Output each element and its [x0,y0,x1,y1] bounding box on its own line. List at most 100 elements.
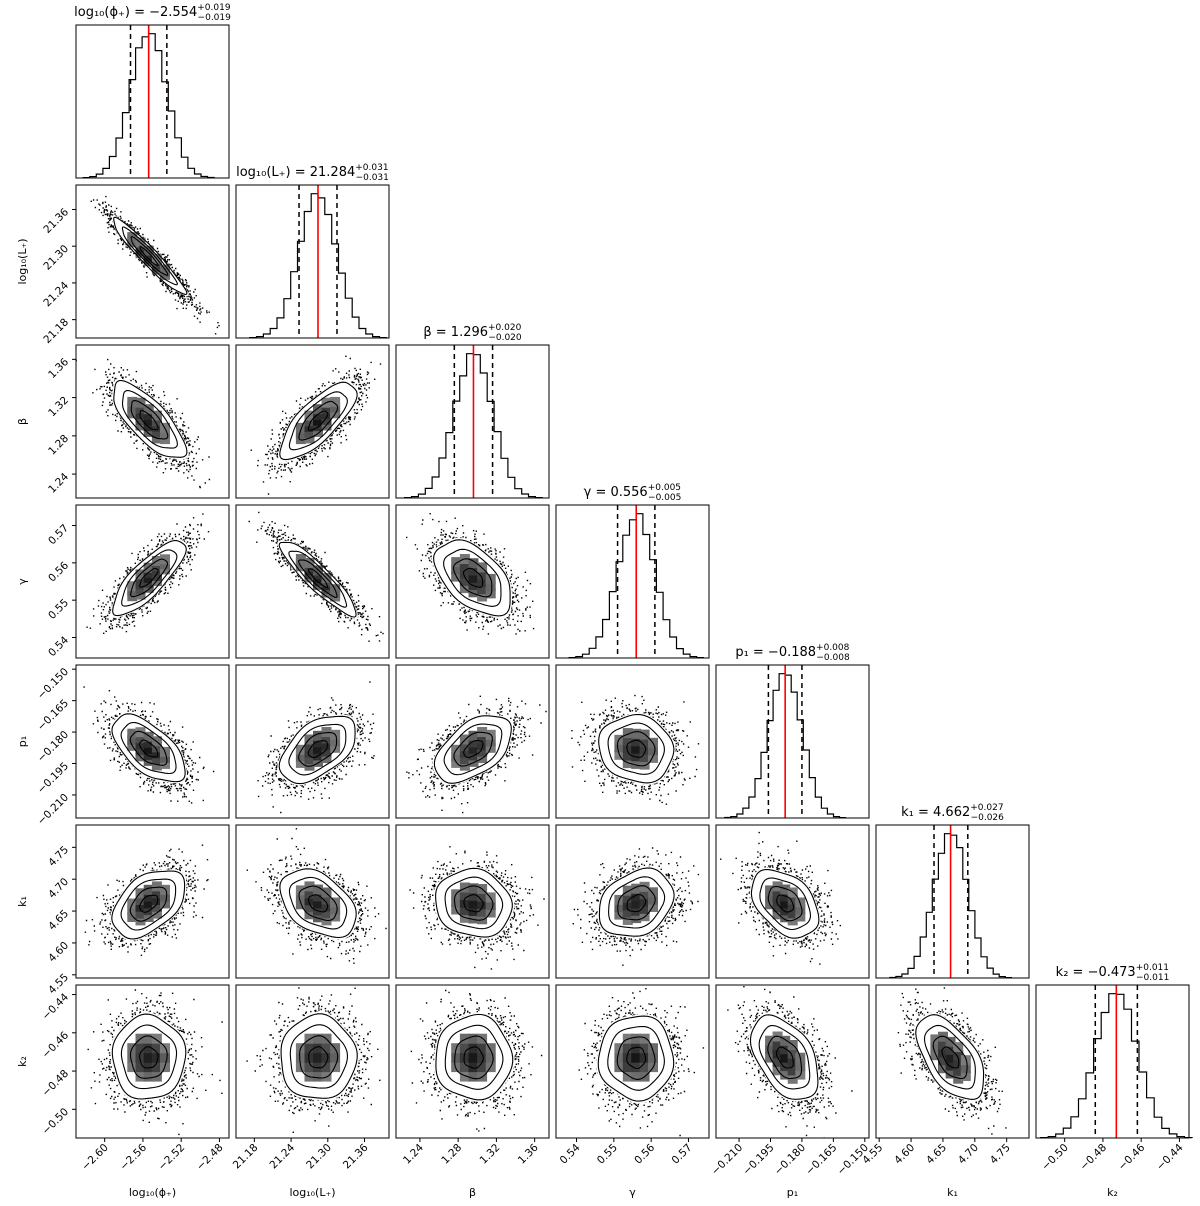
hist2d-cell [151,416,162,427]
hist2d-cell [127,912,138,922]
hist2d-cell [485,581,496,592]
panel-frame [75,664,230,819]
hist2d-cell [631,736,642,747]
contour-line [617,885,656,921]
contour-line [130,236,169,276]
x-axis-label: k₂ [1107,1186,1118,1199]
y-axis-label: k₁ [16,896,29,907]
contour-line [130,558,169,598]
hist2d-cell [938,1039,948,1050]
hist2d-cell [459,1033,470,1044]
contour-line [758,1024,811,1090]
hist2d-cell [304,1052,315,1063]
contour-line [616,731,656,767]
y-tick-label: −0.210 [35,792,71,828]
hist2d-cell [639,1062,650,1073]
contour-line [443,548,502,607]
hist2d-cell [772,895,783,906]
hist2d-cell [151,427,162,438]
hist2d-cell [451,564,462,575]
contour-line [750,868,820,939]
contour-line [626,893,647,913]
hist2d-cell [151,881,162,892]
contour-line [120,721,177,775]
contour-line [307,740,328,759]
contour-line [608,876,666,929]
hist2d-cell [295,892,306,903]
contour-line [598,713,675,784]
hist2d-cell [459,890,470,901]
contour-line [941,1046,960,1069]
hist2d-cell [143,1033,154,1044]
hist2d-cell [622,900,633,911]
hist2d-cell [143,562,154,573]
hist2d-cell [151,908,162,919]
hist2d-cell [945,1052,956,1063]
x-tick-label: 4.75 [988,1142,1013,1167]
hist2d-cell [780,1061,791,1072]
hist2d-cell [468,572,479,583]
hist2d-cell [160,884,170,895]
hist2d-cell [151,895,162,905]
contour-line [626,739,647,758]
hist2d-cell [772,1040,783,1050]
hist2d-cell [160,891,170,902]
panel-frame [875,824,1030,979]
hist2d-cell [321,901,332,912]
hist2d-cell [631,905,642,916]
hist2d-cell [485,1052,496,1063]
contour-line [453,731,493,767]
panel-6-1 [235,984,390,1139]
hist2d-cell [127,905,138,916]
hist2d-cell [459,1043,470,1054]
hist2d-cell [780,884,791,895]
x-tick-label: 21.30 [304,1142,334,1172]
hist2d-cell [622,915,633,925]
hist2d-cell [639,744,650,755]
x-tick-label: 4.60 [892,1142,917,1167]
panel-frame [75,824,230,979]
hist2d-cell [468,587,479,598]
contour-line [120,1024,178,1090]
panel-frame [715,824,870,979]
x-tick-label: −0.195 [741,1142,777,1178]
panel-frame [235,984,390,1139]
panel-frame [715,984,870,1139]
hist-panel-6: k₂ = −0.473+0.011 −0.011 [1035,963,1193,1139]
hist2d-cell [459,1062,470,1073]
hist2d-cell [127,1062,138,1073]
contour-line [139,1046,159,1069]
hist2d-cell [295,554,306,564]
y-axis-label: k₂ [16,1056,29,1067]
contour-line [113,216,188,295]
contour-line [121,549,178,607]
hist2d-cell [622,893,633,903]
y-tick-label: 21.30 [41,243,71,273]
x-tick-label: −0.48 [1078,1142,1109,1173]
hist2d-cell [614,1062,625,1073]
hist2d-cell [639,737,650,748]
hist2d-cell [160,752,170,763]
y-tick-label: 21.36 [41,206,71,236]
y-tick-label: 1.28 [46,432,71,457]
hist2d-cell [135,745,146,756]
panel-5-2 [395,824,550,979]
hist2d-cell [304,895,315,906]
x-tick-label: 0.57 [670,1142,695,1167]
y-tick-label: 4.70 [46,876,71,901]
panel-frame [875,984,1030,1139]
panel-3-2 [395,504,550,659]
hist2d-cell [631,891,642,902]
hist2d-cell [945,1036,956,1047]
hist2d-cell [143,1062,154,1073]
contour-line [454,1035,494,1080]
hist2d-cell [477,740,488,751]
hist2d-cell [143,912,154,922]
hist2d-cell [135,895,146,905]
param-title: log₁₀(L₊) = 21.284+0.031 −0.031 [236,163,389,183]
hist2d-cell [468,730,479,741]
hist2d-cell [151,760,162,771]
hist2d-cell [953,1057,964,1068]
hist2d-cell [468,883,479,894]
contour-line [597,1015,675,1102]
